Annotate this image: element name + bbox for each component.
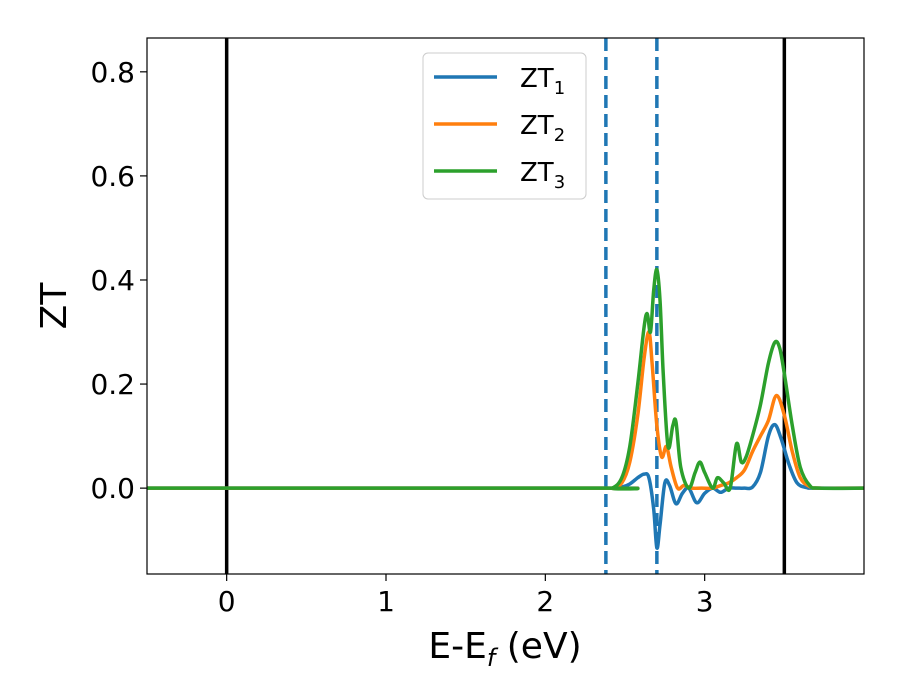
series-line-zt2 bbox=[147, 330, 864, 491]
y-tick-label: 0.6 bbox=[90, 160, 135, 193]
y-axis-ticks: 0.0 0.2 0.4 0.6 0.8 bbox=[90, 56, 147, 505]
y-tick-label: 0.2 bbox=[90, 368, 135, 401]
legend-label-zt1: ZT1 bbox=[520, 64, 565, 99]
legend-box bbox=[422, 52, 587, 200]
y-tick-label: 0.8 bbox=[90, 56, 135, 89]
reference-lines bbox=[224, 38, 787, 574]
x-tick-label: 2 bbox=[536, 585, 554, 618]
y-tick-label: 0.0 bbox=[90, 472, 135, 505]
y-tick-label: 0.4 bbox=[90, 264, 135, 297]
x-axis-ticks: 0 1 2 3 bbox=[218, 574, 714, 618]
series-lines bbox=[147, 267, 864, 550]
series-line-zt3 bbox=[147, 267, 864, 493]
legend: ZT1 ZT2 ZT3 bbox=[422, 52, 587, 200]
legend-label-zt2: ZT2 bbox=[520, 111, 565, 146]
x-tick-label: 0 bbox=[218, 585, 236, 618]
x-tick-label: 1 bbox=[377, 585, 395, 618]
y-axis-label: ZT bbox=[34, 282, 75, 330]
plot-frame bbox=[146, 37, 865, 575]
x-axis-label: E-Ef (eV) bbox=[428, 626, 581, 672]
legend-label-zt3: ZT3 bbox=[520, 158, 565, 193]
x-tick-label: 3 bbox=[696, 585, 714, 618]
